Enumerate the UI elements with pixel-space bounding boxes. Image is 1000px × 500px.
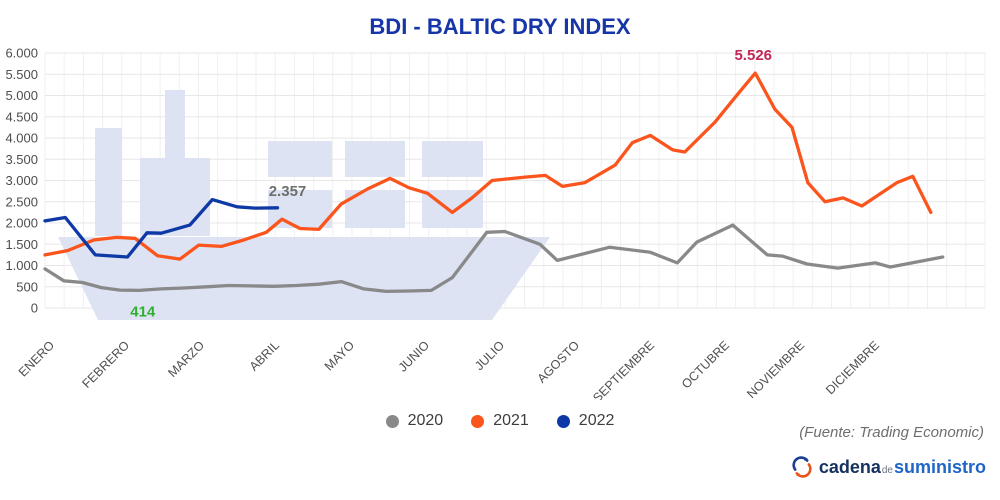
bdi-line-chart: 0 500 1.000 1.500 2.000 2.500 3.000 3.500 4.000 4…	[5, 46, 986, 400]
x-axis-tick-label: SEPTIEMBRE	[590, 338, 657, 400]
legend-dot-2021	[471, 414, 485, 428]
x-axis-tick-label: OCTUBRE	[679, 338, 732, 391]
ship-watermark-container	[268, 141, 332, 177]
brand-word-de: de	[881, 464, 893, 476]
brand-logo: cadena de suministro	[791, 456, 986, 478]
series-line-2021	[43, 71, 933, 261]
y-axis-tick-label: 0	[31, 301, 38, 316]
ship-watermark-container	[345, 141, 405, 177]
source-note: (Fuente: Trading Economic)	[799, 424, 984, 441]
x-axis-tick-label: ENERO	[16, 338, 58, 380]
y-axis-tick-label: 3.000	[5, 173, 38, 188]
x-axis-tick-label: ABRIL	[247, 338, 282, 373]
legend-dot-2020	[385, 414, 399, 428]
brand-word-cadena: cadena	[818, 456, 881, 477]
y-axis-tick-label: 4.500	[5, 109, 38, 124]
brand-wordmark: cadena de suministro	[819, 457, 986, 478]
x-axis-tick-label: MARZO	[165, 338, 207, 380]
y-axis-tick-label: 5.000	[5, 88, 38, 103]
x-axis-tick-label: DICIEMBRE	[823, 338, 882, 397]
x-axis-tick-label: NOVIEMBRE	[744, 338, 807, 400]
legend-item-2020: 2020	[385, 412, 444, 430]
x-axis-tick-label: JULIO	[472, 338, 507, 373]
ship-watermark-funnel	[165, 90, 185, 158]
y-axis-tick-label: 2.500	[5, 194, 38, 209]
y-axis-tick-label: 6.000	[5, 46, 38, 61]
ship-watermark-bridge	[95, 128, 122, 236]
annotation-414: 414	[130, 303, 156, 320]
series-line-2022	[43, 197, 280, 259]
x-axis-tick-label: JUNIO	[396, 338, 433, 375]
legend-dot-2022	[556, 414, 570, 428]
y-axis-tick-label: 1.500	[5, 237, 38, 252]
y-axis-tick-label: 3.500	[5, 152, 38, 167]
chart-title: BDI - BALTIC DRY INDEX	[369, 14, 631, 39]
cadena-de-suministro-logo-icon	[792, 456, 812, 478]
legend-label-2022: 2022	[578, 412, 615, 429]
y-axis-tick-label: 500	[16, 279, 38, 294]
y-axis-tick-label: 4.000	[5, 131, 38, 146]
legend-label-2020: 2020	[407, 412, 444, 429]
series-line-2020	[43, 223, 945, 294]
chart-legend: 2020 2021 2022	[0, 408, 1000, 434]
legend-item-2022: 2022	[556, 412, 615, 430]
legend-label-2021: 2021	[493, 412, 529, 429]
annotation-5526: 5.526	[734, 47, 772, 64]
brand-word-suministro: suministro	[893, 456, 986, 477]
y-axis-tick-label: 1.000	[5, 258, 38, 273]
x-axis-tick-label: MAYO	[322, 338, 357, 373]
legend-item-2021: 2021	[471, 412, 529, 430]
x-axis-tick-label: AGOSTO	[535, 338, 583, 386]
x-axis-tick-label: FEBRERO	[79, 338, 132, 391]
y-axis-tick-label: 2.000	[5, 216, 38, 231]
y-axis-tick-label: 5.500	[5, 67, 38, 82]
ship-watermark-container	[422, 141, 483, 177]
annotation-2357: 2.357	[269, 183, 307, 200]
ship-watermark-deckhouse	[140, 158, 210, 236]
